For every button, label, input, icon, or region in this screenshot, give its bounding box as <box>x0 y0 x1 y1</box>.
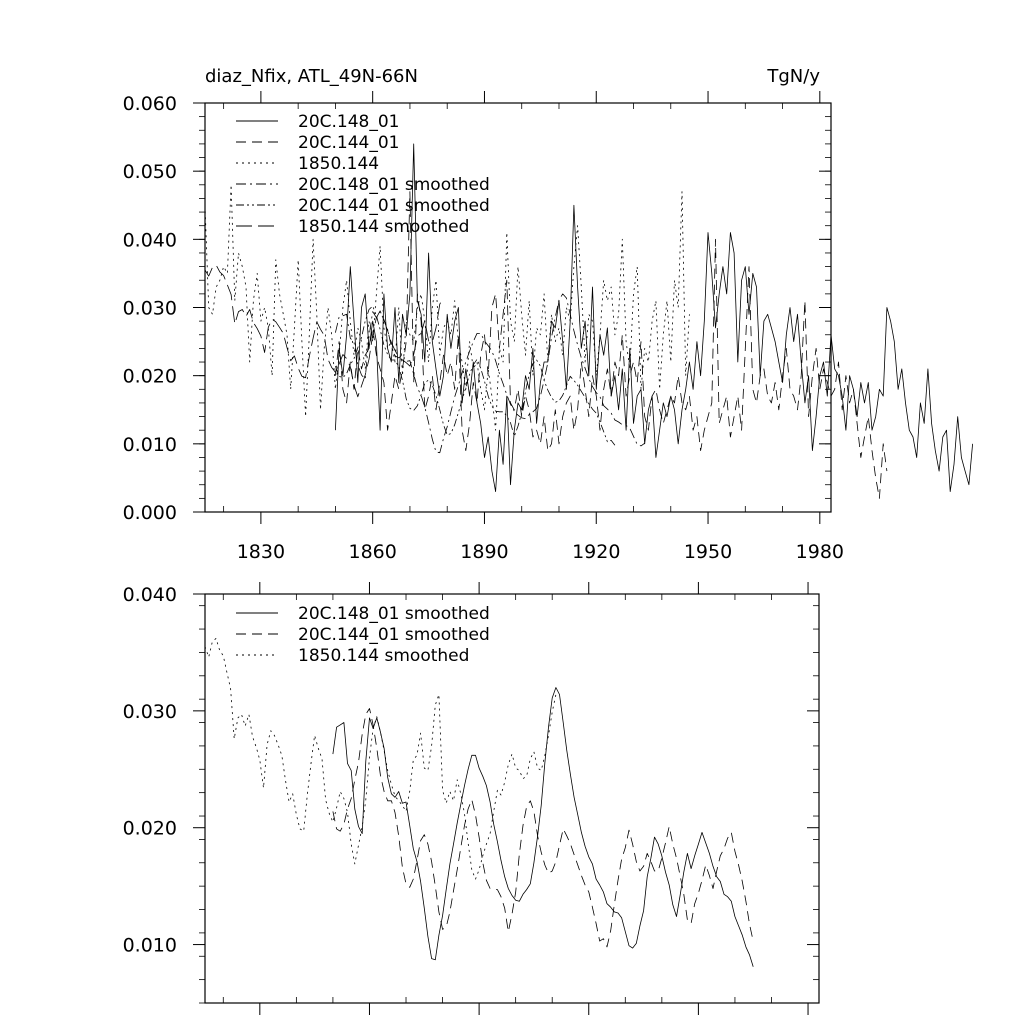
bottom-legend-label-3: 1850.144 smoothed <box>298 646 469 666</box>
top-legend-label-5: 20C.144_01 smoothed <box>298 196 490 216</box>
top-y-tick-label: 0.030 <box>123 298 177 320</box>
top-series-line-4 <box>335 293 645 454</box>
top-legend-label-2: 20C.144_01 <box>298 133 400 153</box>
units-label: TgN/y <box>766 66 820 87</box>
bottom-y-tick-label: 0.030 <box>123 701 177 723</box>
bottom-y-tick-label: 0.040 <box>123 584 177 606</box>
top-series-line-5 <box>335 305 616 446</box>
top-series-line-6 <box>204 264 444 398</box>
chart-title: diaz_Nfix, ATL_49N-66N <box>205 66 418 87</box>
top-ticks-layer: 1830 1860 1890 1920 1950 1980 0.000 0.010 0.020 0… <box>123 91 844 563</box>
bottom-series-line-3 <box>204 638 557 880</box>
top-y-tick-label: 0.020 <box>123 366 177 388</box>
top-legend-label-6: 1850.144 smoothed <box>298 217 469 237</box>
top-series-line-1 <box>335 143 973 493</box>
top-legend-label-1: 20C.148_01 <box>298 112 400 132</box>
top-x-tick-label: 1890 <box>460 541 508 563</box>
bottom-y-tick-label: 0.020 <box>123 818 177 840</box>
top-x-tick-label: 1980 <box>796 541 844 563</box>
top-legend-label-3: 1850.144 <box>298 154 379 174</box>
top-y-tick-label: 0.010 <box>123 434 177 456</box>
bottom-plot-frame <box>204 593 820 1004</box>
top-x-tick-label: 1920 <box>572 541 620 563</box>
top-y-tick-label: 0.040 <box>123 229 177 251</box>
top-series-line-3 <box>204 184 690 431</box>
top-x-tick-label: 1860 <box>348 541 396 563</box>
bottom-legend-label-1: 20C.148_01 smoothed <box>298 604 490 624</box>
top-y-tick-label: 0.060 <box>123 93 177 115</box>
bottom-series-line-2 <box>332 708 754 948</box>
top-legend-label-4: 20C.148_01 smoothed <box>298 175 490 195</box>
bottom-series-layer <box>204 638 754 967</box>
top-x-tick-label: 1830 <box>237 541 285 563</box>
top-panel: diaz_Nfix, ATL_49N-66N TgN/y 1830 1860 189… <box>123 66 973 563</box>
top-x-tick-label: 1950 <box>684 541 732 563</box>
top-y-tick-label: 0.050 <box>123 161 177 183</box>
top-y-tick-label: 0.000 <box>123 502 177 524</box>
bottom-panel: 0.010 0.020 0.030 0.040 20C.148_01 smoothed… <box>123 582 820 1015</box>
top-series-layer <box>204 143 973 499</box>
bottom-ticks-layer: 0.010 0.020 0.030 0.040 <box>123 582 819 1015</box>
bottom-y-tick-label: 0.010 <box>123 935 177 957</box>
top-series-line-2 <box>335 191 888 499</box>
bottom-series-line-1 <box>332 687 754 967</box>
bottom-legend-label-2: 20C.144_01 smoothed <box>298 625 490 645</box>
